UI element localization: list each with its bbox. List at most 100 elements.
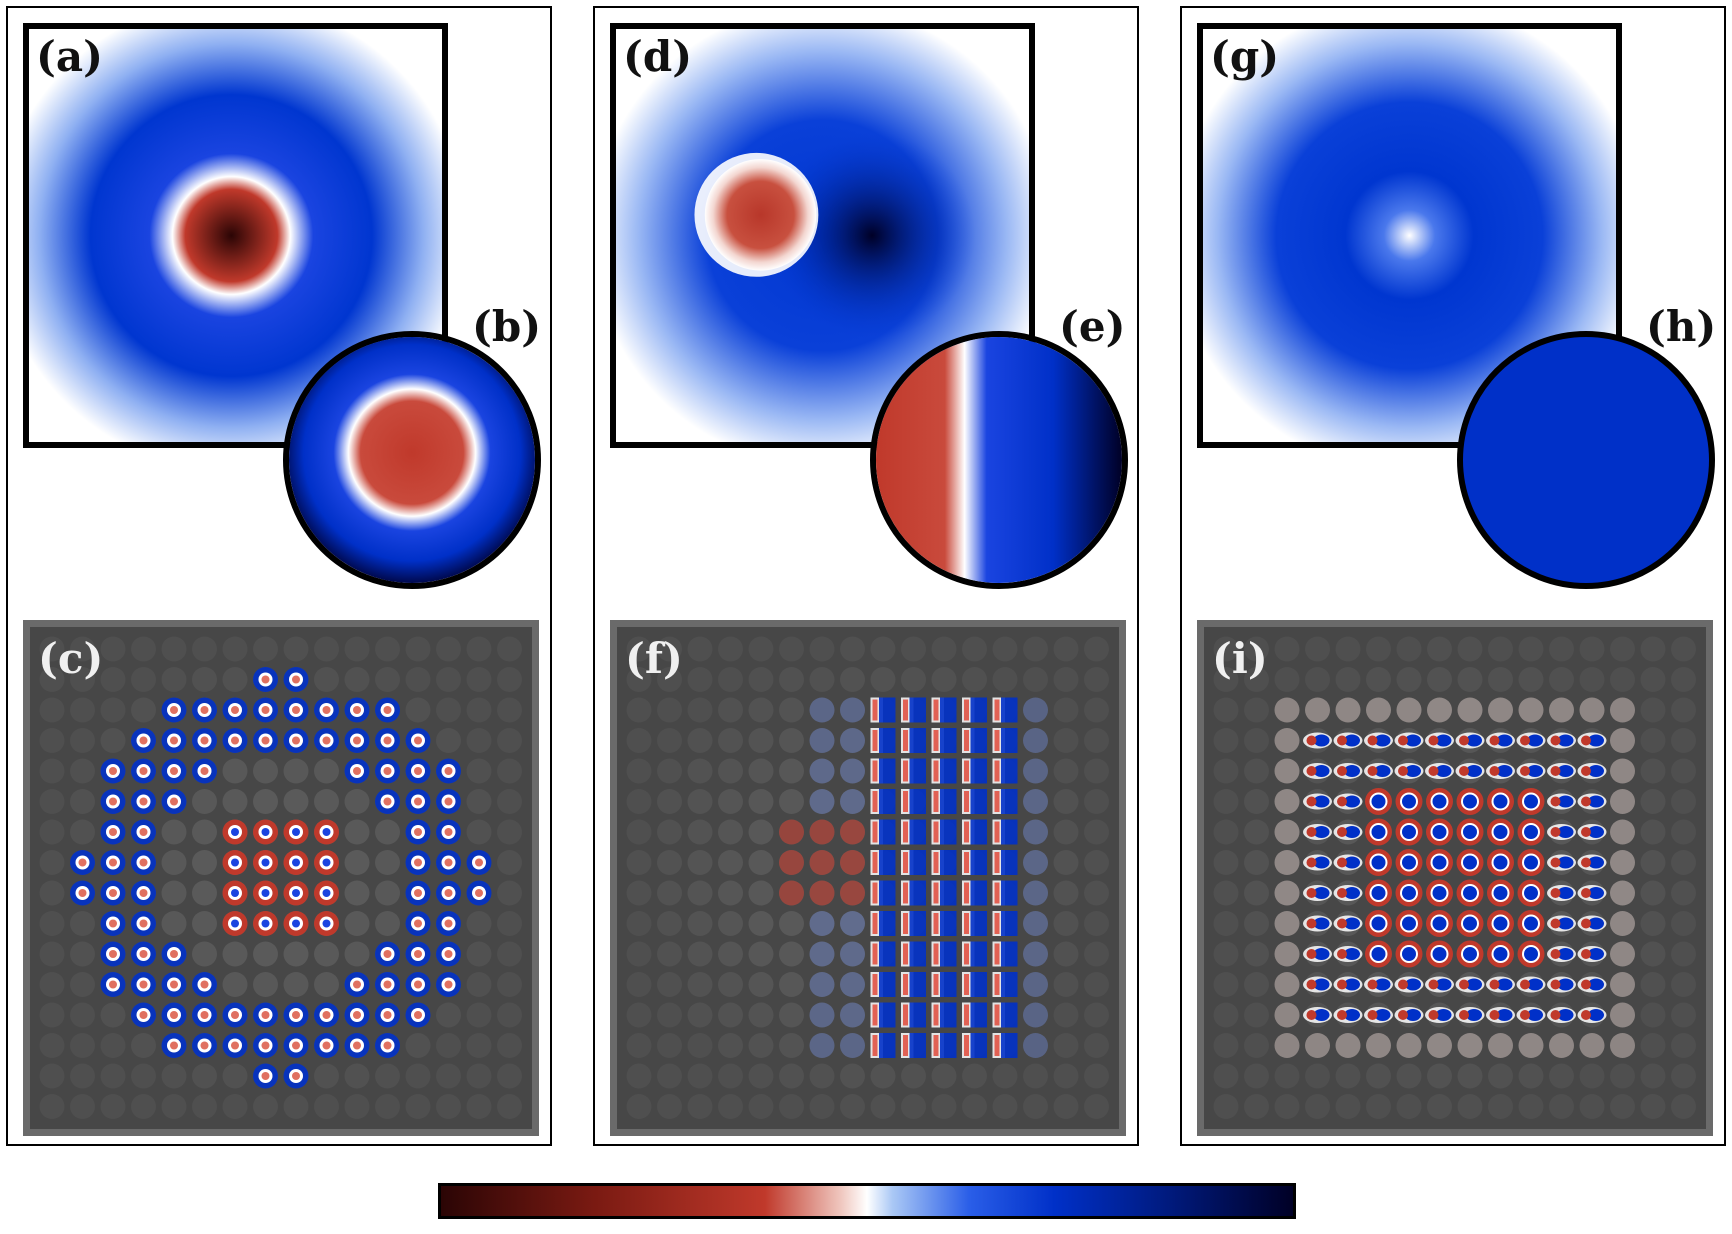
lattice-site — [1366, 1063, 1391, 1089]
lattice-site — [1366, 667, 1391, 692]
lattice-site — [657, 972, 682, 997]
lattice-site — [375, 636, 400, 662]
lattice-site — [1518, 697, 1544, 723]
lattice-site — [1274, 1094, 1300, 1119]
lattice-site — [779, 911, 804, 936]
lattice-site — [962, 1002, 987, 1028]
lattice-site — [1244, 1063, 1269, 1089]
boundary-plot-b — [283, 331, 541, 589]
lattice-site — [1213, 1094, 1239, 1119]
lattice-site — [497, 789, 522, 814]
lattice-site — [375, 1002, 400, 1028]
lattice-site — [1457, 1033, 1483, 1058]
lattice-site — [436, 850, 461, 875]
lattice-site — [466, 941, 492, 967]
panel-column-1: (a) (b) (c) — [6, 6, 552, 1146]
lattice-site — [1640, 850, 1666, 875]
lattice-site — [1610, 880, 1635, 906]
lattice-site — [375, 972, 400, 997]
lattice-site — [192, 911, 217, 936]
boundary-plot-h — [1457, 331, 1715, 589]
lattice-site — [1425, 972, 1454, 997]
lattice-site — [1549, 1033, 1574, 1058]
lattice-site — [375, 667, 400, 692]
lattice-site — [657, 819, 682, 845]
lattice-site — [253, 819, 278, 845]
lattice-site — [466, 758, 492, 784]
lattice-site — [870, 758, 896, 784]
lattice-site — [992, 789, 1018, 814]
lattice-site — [1244, 972, 1269, 997]
lattice-site — [1455, 1002, 1485, 1028]
lattice-site — [253, 1002, 278, 1028]
panel-label-a: (a) — [36, 32, 103, 81]
lattice-site — [405, 941, 431, 967]
lattice-site — [1457, 1063, 1483, 1089]
lattice-site — [39, 880, 65, 906]
lattice-site — [901, 1033, 926, 1058]
lattice-site — [1305, 697, 1330, 723]
field-plot-d — [610, 23, 1035, 448]
lattice-site — [992, 667, 1018, 692]
lattice-site — [870, 728, 896, 753]
lattice-site — [1610, 667, 1635, 692]
lattice-site — [70, 758, 95, 784]
lattice-site — [931, 728, 957, 753]
lattice-site — [1395, 788, 1423, 815]
lattice-site — [748, 850, 774, 875]
lattice-site — [70, 972, 95, 997]
lattice-site — [70, 1063, 95, 1089]
lattice-plot-c — [23, 620, 539, 1136]
lattice-site — [39, 941, 65, 967]
lattice-site — [283, 1002, 309, 1028]
lattice-site — [466, 819, 492, 845]
lattice-site — [1610, 911, 1635, 936]
lattice-site — [344, 636, 370, 662]
lattice-site — [1610, 941, 1635, 967]
lattice-site — [962, 850, 987, 875]
lattice-site — [344, 972, 370, 997]
lattice-site — [1274, 941, 1300, 967]
lattice-site — [1274, 789, 1300, 814]
lattice-site — [1549, 1063, 1574, 1089]
lattice-site — [1053, 911, 1079, 936]
lattice-site — [748, 758, 774, 784]
lattice-site — [779, 758, 804, 784]
lattice-site — [870, 1063, 896, 1089]
lattice-site — [1426, 879, 1453, 907]
lattice-site — [283, 941, 309, 967]
lattice-site — [901, 911, 926, 936]
lattice-site — [657, 728, 682, 753]
lattice-site — [161, 941, 187, 967]
lattice-site — [314, 697, 339, 723]
lattice-site — [100, 972, 126, 997]
lattice-site — [283, 850, 309, 875]
lattice-site — [992, 1094, 1018, 1119]
lattice-site — [1305, 1063, 1330, 1089]
lattice-site — [1084, 667, 1109, 692]
lattice-site — [687, 636, 713, 662]
lattice-site — [466, 1002, 492, 1028]
lattice-site — [222, 758, 248, 784]
lattice-site — [1547, 1002, 1576, 1028]
lattice-site — [70, 789, 95, 814]
lattice-site — [1455, 728, 1485, 753]
lattice-site — [253, 850, 278, 875]
lattice-site — [192, 819, 217, 845]
lattice-site — [253, 636, 278, 662]
lattice-site — [222, 850, 248, 875]
lattice-site — [1244, 819, 1269, 845]
panel-column-2: (d) (e) (f) — [593, 6, 1139, 1146]
lattice-site — [657, 880, 682, 906]
lattice-site — [1487, 910, 1514, 937]
lattice-site — [1640, 1033, 1666, 1058]
lattice-site — [1274, 1063, 1300, 1089]
panel-label-d: (d) — [623, 32, 693, 81]
lattice-site — [748, 1002, 774, 1028]
lattice-site — [1244, 758, 1269, 784]
lattice-site — [748, 972, 774, 997]
lattice-site — [626, 636, 652, 662]
lattice-site — [931, 850, 957, 875]
boundary-plot-e — [870, 331, 1128, 589]
lattice-site — [992, 941, 1018, 967]
